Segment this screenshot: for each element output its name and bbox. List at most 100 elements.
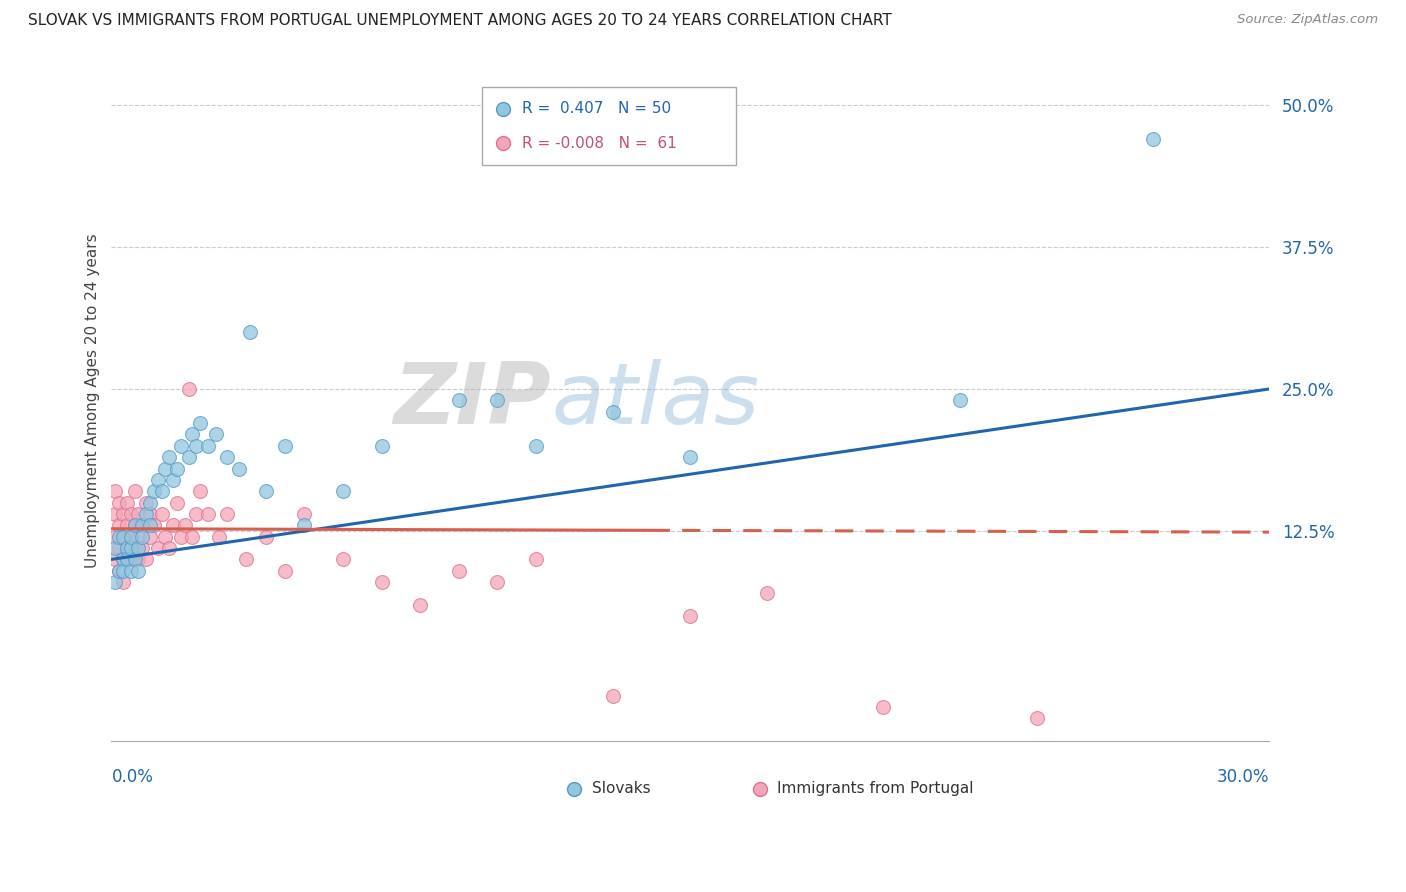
Point bbox=[254, 530, 277, 544]
Point bbox=[447, 393, 470, 408]
Point bbox=[150, 507, 173, 521]
Point bbox=[370, 575, 392, 590]
Point bbox=[142, 484, 165, 499]
Point bbox=[120, 564, 142, 578]
Text: Source: ZipAtlas.com: Source: ZipAtlas.com bbox=[1237, 13, 1378, 27]
Point bbox=[177, 382, 200, 396]
Point bbox=[104, 541, 127, 555]
Point bbox=[166, 495, 188, 509]
Point bbox=[108, 518, 131, 533]
Point bbox=[131, 530, 153, 544]
Point bbox=[217, 450, 239, 465]
Point bbox=[127, 530, 149, 544]
Point bbox=[872, 700, 894, 714]
Point bbox=[524, 552, 547, 566]
Point bbox=[108, 530, 131, 544]
Point bbox=[104, 575, 127, 590]
Point bbox=[157, 450, 180, 465]
Point bbox=[111, 507, 134, 521]
Point bbox=[120, 552, 142, 566]
Text: SLOVAK VS IMMIGRANTS FROM PORTUGAL UNEMPLOYMENT AMONG AGES 20 TO 24 YEARS CORREL: SLOVAK VS IMMIGRANTS FROM PORTUGAL UNEMP… bbox=[28, 13, 891, 29]
Point bbox=[217, 507, 239, 521]
Point bbox=[602, 405, 624, 419]
Text: ZIP: ZIP bbox=[394, 359, 551, 442]
Point bbox=[162, 518, 184, 533]
Point bbox=[111, 575, 134, 590]
Point bbox=[186, 439, 208, 453]
Point bbox=[1142, 132, 1164, 146]
Text: Slovaks: Slovaks bbox=[592, 781, 651, 797]
Point bbox=[486, 393, 509, 408]
Text: 0.0%: 0.0% bbox=[111, 768, 153, 787]
Point bbox=[146, 541, 169, 555]
Point bbox=[181, 530, 204, 544]
Point bbox=[124, 518, 146, 533]
Point bbox=[162, 473, 184, 487]
Point bbox=[1026, 711, 1049, 725]
Point bbox=[108, 495, 131, 509]
Point bbox=[155, 461, 177, 475]
Point bbox=[115, 552, 138, 566]
Point bbox=[135, 507, 157, 521]
Point bbox=[108, 541, 131, 555]
Point bbox=[181, 427, 204, 442]
Point bbox=[142, 518, 165, 533]
Point bbox=[197, 439, 219, 453]
Point bbox=[124, 552, 146, 566]
Point bbox=[204, 427, 226, 442]
Point bbox=[115, 541, 138, 555]
Point bbox=[332, 484, 354, 499]
Point bbox=[131, 518, 153, 533]
Text: 30.0%: 30.0% bbox=[1216, 768, 1270, 787]
Text: atlas: atlas bbox=[551, 359, 759, 442]
Point bbox=[124, 484, 146, 499]
FancyBboxPatch shape bbox=[482, 87, 737, 165]
Point bbox=[115, 495, 138, 509]
Point bbox=[254, 484, 277, 499]
Point bbox=[155, 530, 177, 544]
Point bbox=[292, 507, 315, 521]
Point bbox=[447, 564, 470, 578]
Point bbox=[139, 530, 162, 544]
Point bbox=[120, 507, 142, 521]
Point bbox=[409, 598, 432, 612]
Point bbox=[239, 325, 262, 339]
Point bbox=[108, 564, 131, 578]
Point bbox=[150, 484, 173, 499]
Point bbox=[104, 530, 127, 544]
Point bbox=[104, 484, 127, 499]
Point bbox=[188, 484, 211, 499]
Point bbox=[124, 541, 146, 555]
Point bbox=[111, 530, 134, 544]
Point bbox=[124, 518, 146, 533]
Text: Immigrants from Portugal: Immigrants from Portugal bbox=[778, 781, 973, 797]
Point bbox=[115, 541, 138, 555]
Point bbox=[120, 530, 142, 544]
Point bbox=[166, 461, 188, 475]
Point bbox=[486, 575, 509, 590]
Point bbox=[370, 439, 392, 453]
Point bbox=[120, 530, 142, 544]
Point bbox=[173, 518, 195, 533]
Point bbox=[127, 552, 149, 566]
Point bbox=[146, 473, 169, 487]
Point bbox=[120, 541, 142, 555]
Text: R = -0.008   N =  61: R = -0.008 N = 61 bbox=[523, 136, 678, 151]
Point bbox=[131, 541, 153, 555]
Point bbox=[111, 530, 134, 544]
Point bbox=[139, 495, 162, 509]
Point bbox=[108, 564, 131, 578]
Point bbox=[228, 461, 250, 475]
Point bbox=[139, 507, 162, 521]
Point bbox=[235, 552, 257, 566]
Point bbox=[135, 495, 157, 509]
Point bbox=[524, 439, 547, 453]
Text: R =  0.407   N = 50: R = 0.407 N = 50 bbox=[523, 102, 672, 116]
Point bbox=[104, 507, 127, 521]
Point bbox=[292, 518, 315, 533]
Point bbox=[197, 507, 219, 521]
Point bbox=[115, 518, 138, 533]
Point bbox=[332, 552, 354, 566]
Point bbox=[127, 564, 149, 578]
Point bbox=[679, 450, 702, 465]
